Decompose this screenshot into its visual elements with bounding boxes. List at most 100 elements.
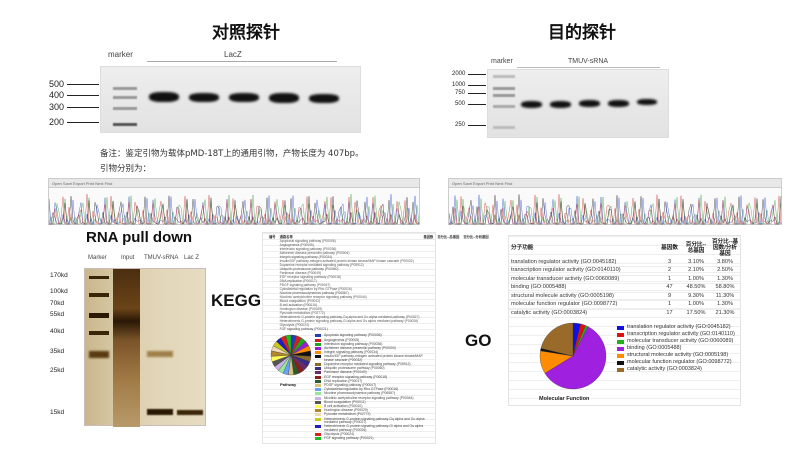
kegg-table-row: Dopamine receptor mediated signaling pat… xyxy=(279,262,364,267)
marker-label: marker xyxy=(108,50,133,59)
go-table-cell: 2 xyxy=(656,266,683,276)
legend-item: Angiogenesis (P00005) xyxy=(315,338,432,342)
go-table-cell: structural molecule activity (GO:0005198… xyxy=(509,292,657,302)
note-text: 备注：鉴定引物为载体pMD-18T上的通用引物，产物长度为 407bp。 xyxy=(100,149,364,159)
target-gel xyxy=(487,69,669,138)
go-table-cell: 3.80% xyxy=(709,258,741,268)
go-table-cell: 1.30% xyxy=(709,275,741,285)
go-table-cell: 47 xyxy=(656,283,683,293)
go-table-cell: molecular function regulator (GO:0098772… xyxy=(509,300,657,310)
kegg-label: KEGG xyxy=(211,291,262,310)
kegg-table-row: Glycolysis (P00024) xyxy=(279,322,309,327)
go-table-cell: translation regulator activity (GO:00451… xyxy=(509,258,657,268)
pie-slice xyxy=(285,335,292,356)
legend-item: molecular transducer activity (GO:006008… xyxy=(617,338,735,345)
marker-label: marker xyxy=(491,58,513,65)
go-table-cell: 2.50% xyxy=(709,266,741,276)
go-legend: translation regulator activity (GO:00451… xyxy=(609,322,735,373)
legend-item: FGF signaling pathway (P00021) xyxy=(315,436,432,440)
kegg-table-row: Parkinson disease (P00049) xyxy=(279,270,322,275)
legend-item: Parkinson disease (P00049) xyxy=(315,370,432,375)
legend-item: B cell activation (P00010) xyxy=(315,404,432,408)
legend-item: translation regulator activity (GO:00451… xyxy=(617,324,735,331)
go-table-cell: 17 xyxy=(656,309,683,319)
go-table-row: molecular function regulator (GO:0098772… xyxy=(509,300,741,310)
legend-item: Huntington disease (P00029) xyxy=(315,408,432,413)
kegg-table-row: Integrin signaling pathway (P00034) xyxy=(279,254,333,259)
kegg-table-row: FGF signaling pathway (P00021) xyxy=(279,326,328,331)
legend-item: Cytoskeletal regulation by Rho GTPase (P… xyxy=(315,387,432,392)
go-table-cell: catalytic activity (GO:0003824) xyxy=(509,309,657,319)
kegg-table-row: Huntington disease (P00029) xyxy=(279,306,323,311)
go-table-cell: 11.30% xyxy=(709,292,741,302)
go-table-cell: 48.50% xyxy=(683,283,709,293)
kegg-table-row: Insulin/IGF pathway-mitogen activated pr… xyxy=(279,258,414,263)
legend-item: Nicotine pharmacodynamics pathway (P0658… xyxy=(315,391,432,396)
go-table-cell: transcription regulator activity (GO:014… xyxy=(509,266,657,276)
kegg-panel: 编号 通路名称 基因数 百分比--总基因 百分比--分析基因 Apoptosis sig… xyxy=(262,232,489,445)
pie-slice xyxy=(544,326,607,390)
go-table-cell: binding (GO:0005488) xyxy=(509,283,657,293)
legend-item: binding (GO:0005488) xyxy=(617,345,735,352)
legend-item: structural molecule activity (GO:0005198… xyxy=(617,352,735,359)
kegg-table-row: Angiogenesis (P00005) xyxy=(279,242,314,247)
legend-item: Glycolysis (P00024) xyxy=(315,432,432,436)
tmuv-label: TMUV-sRNA xyxy=(568,58,609,65)
go-table-cell: 3.10% xyxy=(683,258,709,268)
legend-item: Alzheimer disease-presenilin pathway (P0… xyxy=(315,346,432,350)
go-pie-title: Molecular Function xyxy=(539,396,590,403)
legend-item: Blood coagulation (P00011) xyxy=(315,400,432,404)
ladder-label: 250 xyxy=(455,122,466,128)
chromatogram-toolbar[interactable]: Open Save Export Print Next Find xyxy=(49,179,419,188)
chromatogram-right[interactable]: Open Save Export Print Next Find xyxy=(448,178,782,225)
target-probe-title: 目的探针 xyxy=(548,23,616,43)
legend-item: PDGF signaling pathway (P00047) xyxy=(315,383,432,387)
legend-item: EGF receptor signaling pathway (P00018) xyxy=(315,375,432,379)
legend-item: Heterotrimeric G-protein signaling pathw… xyxy=(315,425,432,432)
lane-bracket xyxy=(147,61,337,62)
go-table-cell: 21.30% xyxy=(709,309,741,319)
ladder-label: 2000 xyxy=(452,71,466,77)
trace-line xyxy=(49,194,419,225)
legend-item: transcription regulator activity (GO:014… xyxy=(617,331,735,338)
kegg-table-row: Alzheimer disease-presenilin pathway (P0… xyxy=(279,250,350,255)
kegg-table: 编号 通路名称 基因数 百分比--总基因 百分比--分析基因 Apoptosis sig… xyxy=(269,235,489,331)
kegg-pie-chart xyxy=(270,335,312,376)
go-table-row: transcription regulator activity (GO:014… xyxy=(509,266,741,276)
go-table-row: catalytic activity (GO:0003824) 17 17.50% 2… xyxy=(509,309,741,319)
pull-down-title: RNA pull down xyxy=(86,229,193,246)
chromatogram-trace xyxy=(448,194,782,225)
chromatogram-left[interactable]: Open Save Export Print Next Find xyxy=(48,178,420,225)
lane-label: TMUV-sRNA xyxy=(144,255,179,261)
legend-item: Nicotinic acetylcholine receptor signali… xyxy=(315,396,432,400)
go-table-cell: 1.00% xyxy=(683,300,709,310)
go-table-cell: 9.30% xyxy=(683,292,709,302)
go-panel: 分子功能 基因数 百分比--总基因 百分比--基因数/分析基因 translation… xyxy=(508,235,741,406)
kegg-table-row: Nicotinic acetylcholine receptor signali… xyxy=(279,294,367,299)
legend-item: DNA replication (P00017) xyxy=(315,379,432,383)
trace-line xyxy=(449,194,782,225)
lane-label: Marker xyxy=(88,255,107,261)
go-table-cell: molecular transducer activity (GO:006008… xyxy=(509,275,657,285)
legend-item: Pyruvate metabolism (P02772) xyxy=(315,412,432,417)
kegg-table-row: DNA replication (P00017) xyxy=(279,278,317,283)
trace-line xyxy=(49,195,420,225)
go-table-cell: 1 xyxy=(656,300,683,310)
control-gel xyxy=(100,66,361,133)
legend-item: Integrin signaling pathway (P00034) xyxy=(315,350,432,355)
chromatogram-toolbar[interactable]: Open Save Export Print Next Find xyxy=(449,179,781,188)
go-pie-chart xyxy=(539,323,607,390)
go-table-cell: 9 xyxy=(656,292,683,302)
pie-slice xyxy=(540,323,574,357)
legend-item: Interleukin signaling pathway (P00036) xyxy=(315,342,432,346)
legend-item: molecular function regulator (GO:0098772… xyxy=(617,359,735,366)
ladder-label: 500 xyxy=(49,79,65,89)
ladder-label: 750 xyxy=(455,90,466,96)
legend-item: Ubiquitin proteasome pathway (P00060) xyxy=(315,366,432,371)
go-table-row: structural molecule activity (GO:0005198… xyxy=(509,292,741,302)
kegg-table-row: Pyruvate metabolism (P02772) xyxy=(279,310,325,315)
lacz-label: LacZ xyxy=(224,50,242,59)
kegg-table-row: PDGF signaling pathway (P00047) xyxy=(279,282,331,287)
kegg-table-row: Heterotrimeric G-protein signaling pathw… xyxy=(279,318,419,323)
legend-item: Heterotrimeric G-protein signaling pathw… xyxy=(315,417,432,425)
